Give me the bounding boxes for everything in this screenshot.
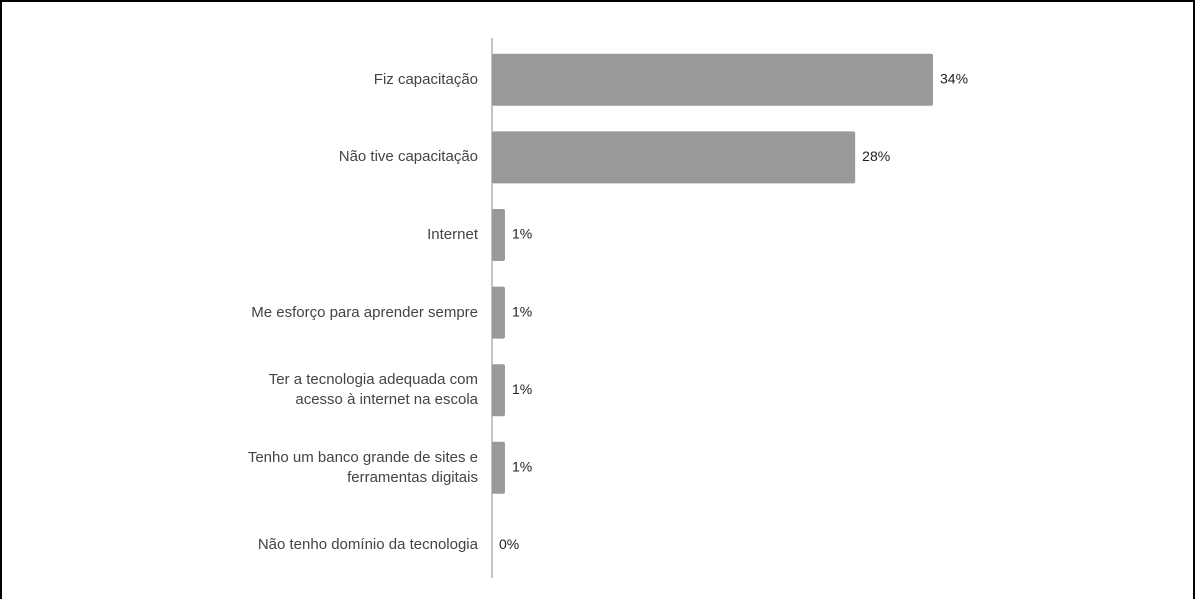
category-label: Fiz capacitação [373,70,478,88]
value-label: 1% [512,459,532,475]
category-label: Tenho um banco grande de sites e ferrame… [247,448,478,486]
category-label: Ter a tecnologia adequada com acesso à i… [268,371,478,409]
value-label: 34% [940,71,968,87]
value-label: 0% [499,536,519,552]
bar [492,209,505,261]
bar [492,131,856,184]
bar [492,441,505,494]
value-label: 1% [512,381,532,397]
value-label: 1% [512,226,532,242]
bar [492,286,505,339]
category-label: Me esforço para aprender sempre [251,303,478,321]
bar [492,364,505,417]
category-label: Não tive capacitação [338,148,478,166]
value-label: 1% [512,303,532,319]
category-label: Internet [427,226,478,243]
category-label: Não tenho domínio da tecnologia [257,536,478,554]
value-label: 28% [862,148,890,164]
bar [492,53,933,106]
